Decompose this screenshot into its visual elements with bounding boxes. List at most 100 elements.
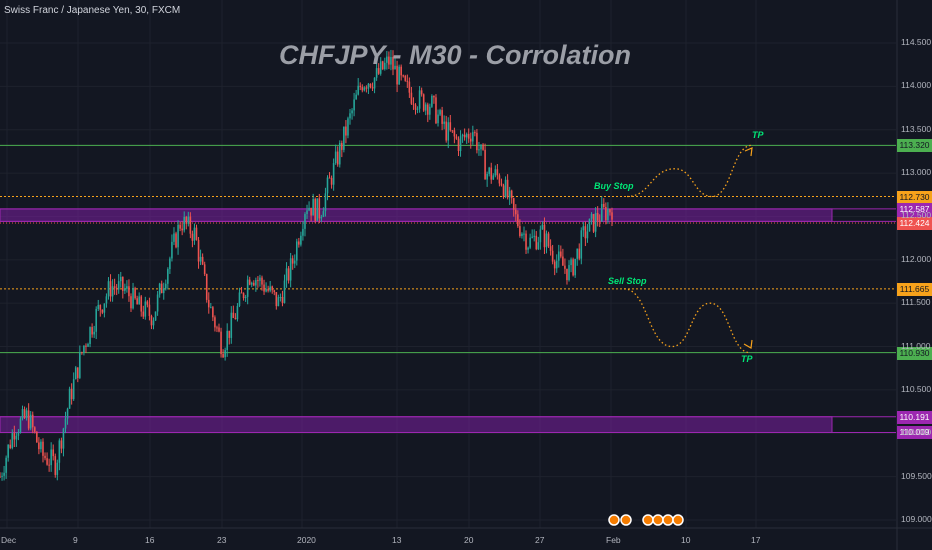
time-tick-0: Dec: [1, 535, 17, 545]
candle-body: [277, 297, 280, 307]
tp-upper-label: TP: [752, 130, 764, 140]
candle-body: [15, 435, 18, 440]
candle-body: [177, 224, 179, 248]
candle-body: [11, 433, 14, 448]
candle-body: [64, 418, 67, 429]
time-tick-5: 13: [392, 535, 402, 545]
candle-body: [510, 190, 513, 199]
candle-body: [226, 330, 228, 351]
candle-body: [535, 235, 538, 250]
candle-body: [250, 282, 253, 285]
candle-body: [113, 286, 116, 288]
level-badge-2: 111.665: [897, 282, 932, 296]
buy-stop-label: Buy Stop: [594, 181, 634, 191]
candle-body: [191, 233, 194, 241]
candle-body: [517, 214, 519, 227]
candle-body: [101, 309, 104, 313]
candle-body: [218, 327, 220, 332]
candle-body: [21, 409, 24, 419]
candle-body: [27, 410, 30, 429]
candle-body: [216, 327, 218, 329]
candle-body: [476, 132, 478, 151]
candle-body: [167, 269, 169, 284]
candle-body: [54, 456, 57, 475]
time-tick-1: 9: [73, 535, 78, 545]
candle-body: [124, 288, 126, 291]
candle-body: [410, 92, 413, 104]
time-tick-8: Feb: [606, 535, 621, 545]
candle-body: [287, 268, 290, 281]
candle-body: [85, 345, 87, 347]
candle-body: [138, 296, 140, 305]
candle-body: [500, 183, 503, 186]
candle-body: [46, 458, 48, 465]
candle-body: [465, 133, 468, 138]
candle-body: [162, 288, 165, 294]
candle-body: [392, 57, 394, 70]
time-tick-7: 27: [535, 535, 545, 545]
candle-body: [508, 190, 511, 198]
candle-body: [281, 296, 284, 303]
candle-body: [588, 218, 591, 232]
candle-body: [312, 198, 314, 216]
candle-body: [89, 327, 91, 344]
candle-body: [373, 77, 376, 89]
candle-body: [398, 66, 400, 85]
time-tick-2: 16: [145, 535, 155, 545]
time-tick-3: 23: [217, 535, 227, 545]
projection-paths: [623, 144, 753, 354]
candle-body: [62, 428, 65, 449]
candle-body: [381, 61, 384, 70]
candle-body: [447, 122, 450, 141]
candle-body: [394, 65, 396, 70]
candle-body: [502, 185, 505, 197]
candle-body: [545, 233, 548, 248]
candle-body: [472, 132, 474, 142]
level-badge-3: 110.930: [897, 346, 932, 360]
price-tick-8: 113.000: [901, 167, 932, 178]
price-axis[interactable]: [896, 0, 932, 550]
candle-body: [232, 312, 235, 318]
candle-body: [222, 354, 224, 358]
candle-body: [265, 289, 267, 292]
economic-events[interactable]: [608, 514, 684, 526]
candle-body: [70, 388, 73, 400]
candle-body: [557, 251, 560, 261]
time-tick-6: 20: [464, 535, 474, 545]
candle-body: [341, 142, 343, 150]
candle-body: [537, 242, 540, 250]
chart-title: CHFJPY - M30 - Corrolation: [278, 40, 632, 70]
candle-body: [429, 106, 431, 115]
price-axis-bg: [897, 0, 932, 550]
candle-body: [169, 258, 171, 270]
candle-body: [50, 449, 52, 466]
candle-body: [334, 151, 337, 164]
candle-body: [304, 214, 306, 229]
time-tick-10: 17: [751, 535, 761, 545]
candle-body: [9, 444, 12, 448]
candle-body: [512, 198, 515, 210]
price-tick-4: 111.000: [901, 340, 931, 351]
candle-body: [576, 248, 579, 259]
candle-body: [255, 280, 257, 286]
arrow-head-down: [743, 339, 753, 349]
candle-body: [343, 126, 345, 150]
candle-body: [549, 246, 552, 251]
supply-zone-0: [0, 208, 833, 222]
candle-body: [111, 286, 114, 297]
sell-stop-label: Sell Stop: [608, 276, 647, 286]
candle-body: [13, 433, 16, 440]
supply-zone-1: [0, 416, 833, 433]
candle-body: [234, 317, 237, 320]
candle-body: [435, 97, 437, 124]
candle-body: [87, 343, 89, 347]
candle-body: [506, 179, 509, 198]
candle-body: [560, 251, 562, 257]
candle-body: [424, 104, 427, 111]
candle-body: [574, 258, 576, 276]
candle-body: [99, 304, 102, 310]
candle-body: [529, 237, 531, 248]
candle-body: [207, 299, 210, 308]
candle-body: [469, 138, 472, 142]
